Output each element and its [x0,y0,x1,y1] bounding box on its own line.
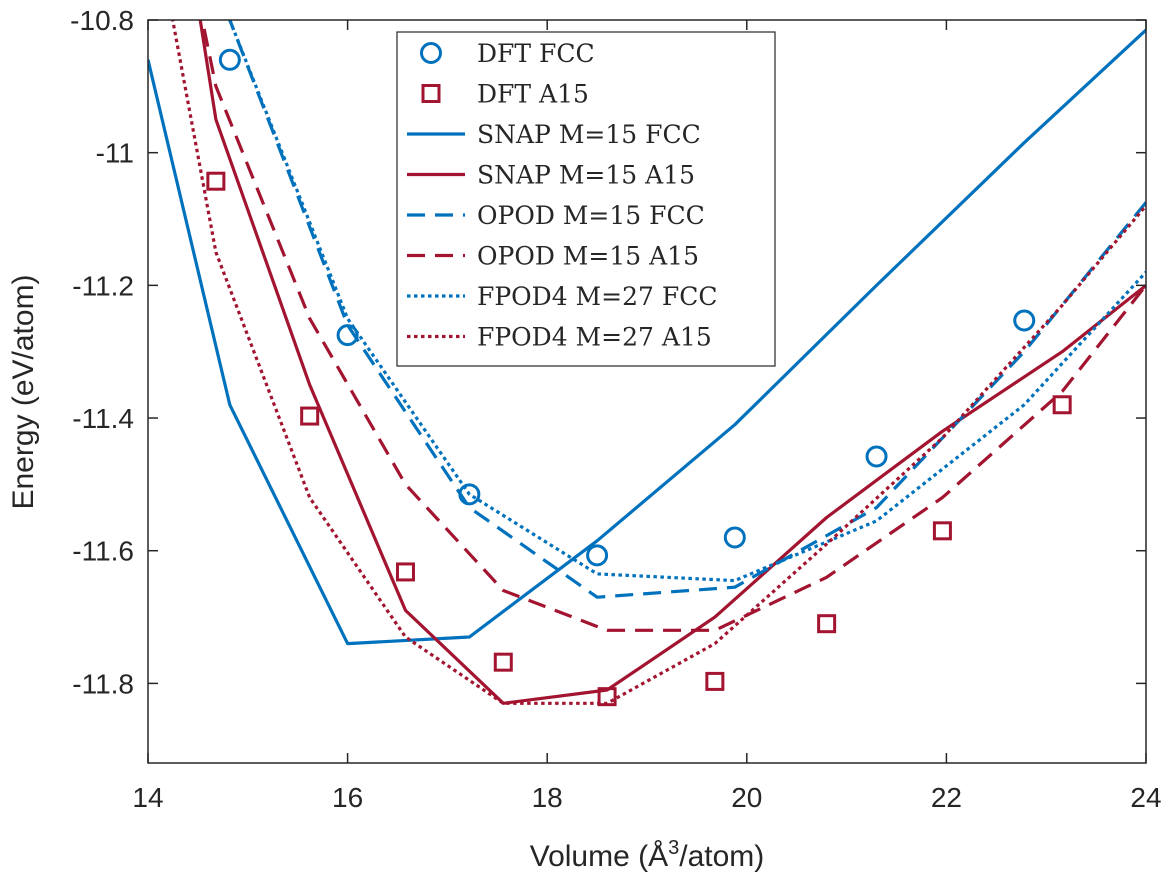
dft-fcc-point-3 [586,544,609,567]
dft-a15-point-2 [395,562,415,582]
legend-label-dft-a15: DFT A15 [477,80,589,109]
y-tick-label-5: -11.8 [72,668,134,699]
dft-a15-point-3 [493,652,513,672]
legend-label-opod-m-15-fcc: OPOD M=15 FCC [477,201,705,230]
snap-m-15-fcc-line [148,28,1146,646]
legend: DFT FCC DFT A15 SNAP M=15 FCC SNAP M=15 A15… [396,31,776,367]
dft-fcc-point-6 [1013,309,1036,332]
dft-fcc-point-4 [723,526,746,549]
x-tick-label-0: 14 [132,782,163,813]
dft-a15-point-1 [300,406,320,426]
legend-box [396,31,776,367]
x-tick-label-4: 22 [931,782,962,813]
series-layer [148,20,1146,707]
fpod4-m-27-a15-line [171,20,1146,705]
x-axis-title: Volume (Å3/atom) [530,837,765,873]
y-tick-label-2: -11.2 [72,270,134,301]
x-tick-label-1: 16 [332,782,363,813]
legend-label-snap-m-15-a15: SNAP M=15 A15 [477,161,695,190]
dft-a15-point-5 [705,671,725,691]
x-tick-label-2: 18 [532,782,563,813]
axes-layer: 14 16 18 20 22 24 -10.8 -11 -11.2 -11.4 -11.6 -11.8 [70,5,1161,813]
legend-label-snap-m-15-fcc: SNAP M=15 FCC [477,120,701,149]
opod-m-15-fcc-line [228,20,1146,599]
dft-fcc-point-0 [218,48,241,71]
axes-box [147,19,1147,764]
legend-label-opod-m-15-a15: OPOD M=15 A15 [477,242,699,271]
opod-m-15-a15-line [200,20,1146,632]
dft-a15-point-7 [932,521,952,541]
x-tick-label-3: 20 [731,782,762,813]
y-tick-label-0: -10.8 [70,5,134,36]
x-tick-label-5: 24 [1130,782,1161,813]
y-tick-label-3: -11.4 [72,403,134,434]
legend-label-dft-fcc: DFT FCC [477,39,595,68]
fpod4-m-27-fcc-line [228,20,1146,583]
dft-fcc-point-1 [336,324,359,347]
legend-label-fpod4-m-27-a15: FPOD4 M=27 A15 [477,323,712,352]
y-tick-label-1: -11 [96,138,134,169]
y-tick-label-4: -11.6 [72,536,134,567]
dft-fcc-point-5 [865,445,888,468]
dft-a15-point-6 [817,614,837,634]
snap-m-15-a15-line [198,20,1146,705]
y-axis-title: Energy (eV/atom) [7,274,40,509]
dft-a15-point-0 [206,171,226,191]
legend-marker-dft-a15 [421,84,441,103]
legend-marker-dft-fcc [420,42,442,64]
dft-a15-point-8 [1052,395,1072,415]
legend-label-fpod4-m-27-fcc: FPOD4 M=27 FCC [477,282,717,311]
